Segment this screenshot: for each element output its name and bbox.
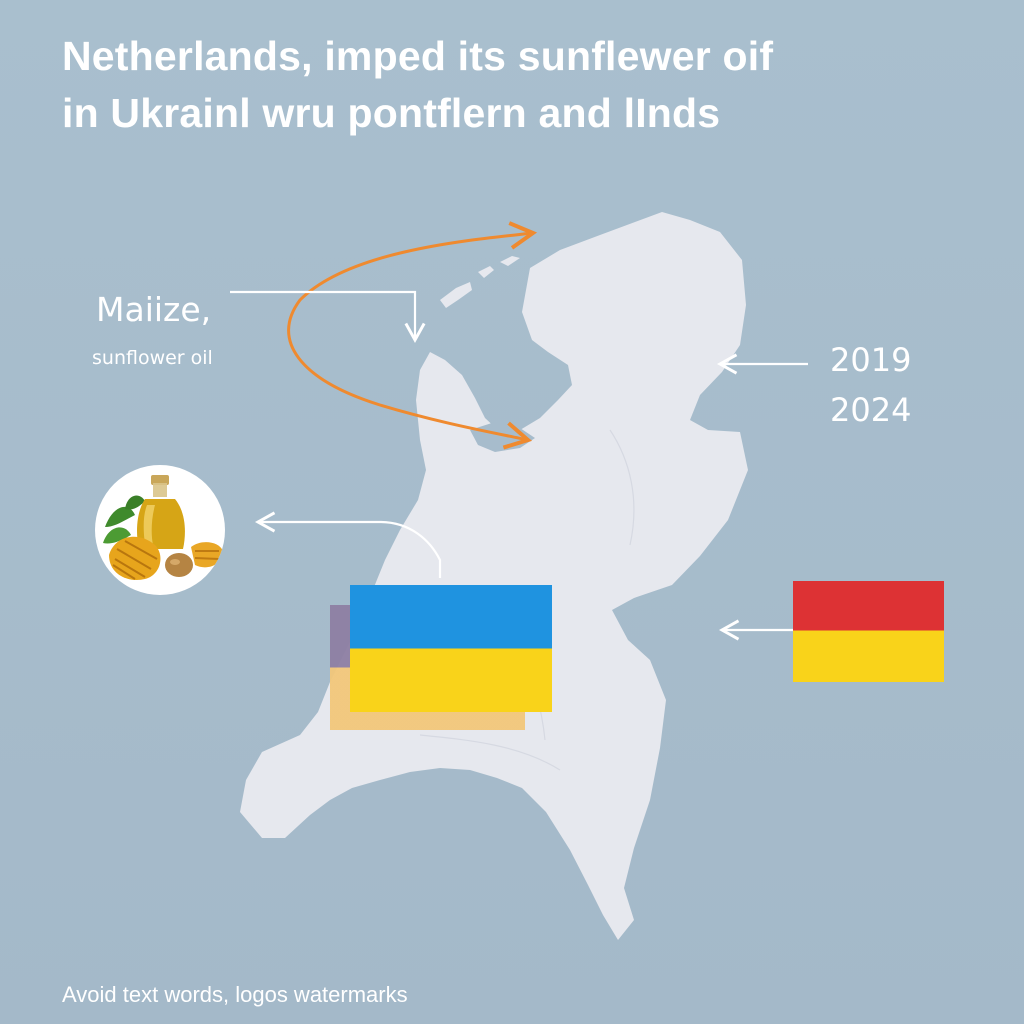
sunflower-oil-label: sunflower oil (92, 347, 213, 369)
germany-flag (793, 581, 944, 682)
island-1 (440, 282, 472, 308)
page-title: Netherlands, imped its sunflewer oif in … (62, 28, 982, 142)
sunflower-oil-and-maize-icon (95, 465, 225, 595)
year-label-2019: 2019 (830, 341, 912, 379)
footer-text: Avoid text words, logos watermarks (62, 982, 408, 1007)
ukraine-flag (350, 585, 552, 712)
import-route-arrow (287, 221, 538, 450)
province-border-1 (609, 429, 635, 546)
year-label-2024: 2024 (830, 391, 912, 429)
maize-pointer-line (230, 290, 426, 344)
product-pointer-line (254, 511, 442, 578)
title-line-1: Netherlands, imped its sunflewer oif (62, 33, 774, 79)
island-3 (500, 256, 520, 266)
island-2 (478, 266, 494, 278)
title-line-2: in Ukrainl wru pontflern and lInds (62, 90, 721, 136)
netherlands-landmass (240, 212, 748, 940)
maize-label: Maiize, (96, 290, 212, 329)
province-border-2 (419, 734, 561, 771)
